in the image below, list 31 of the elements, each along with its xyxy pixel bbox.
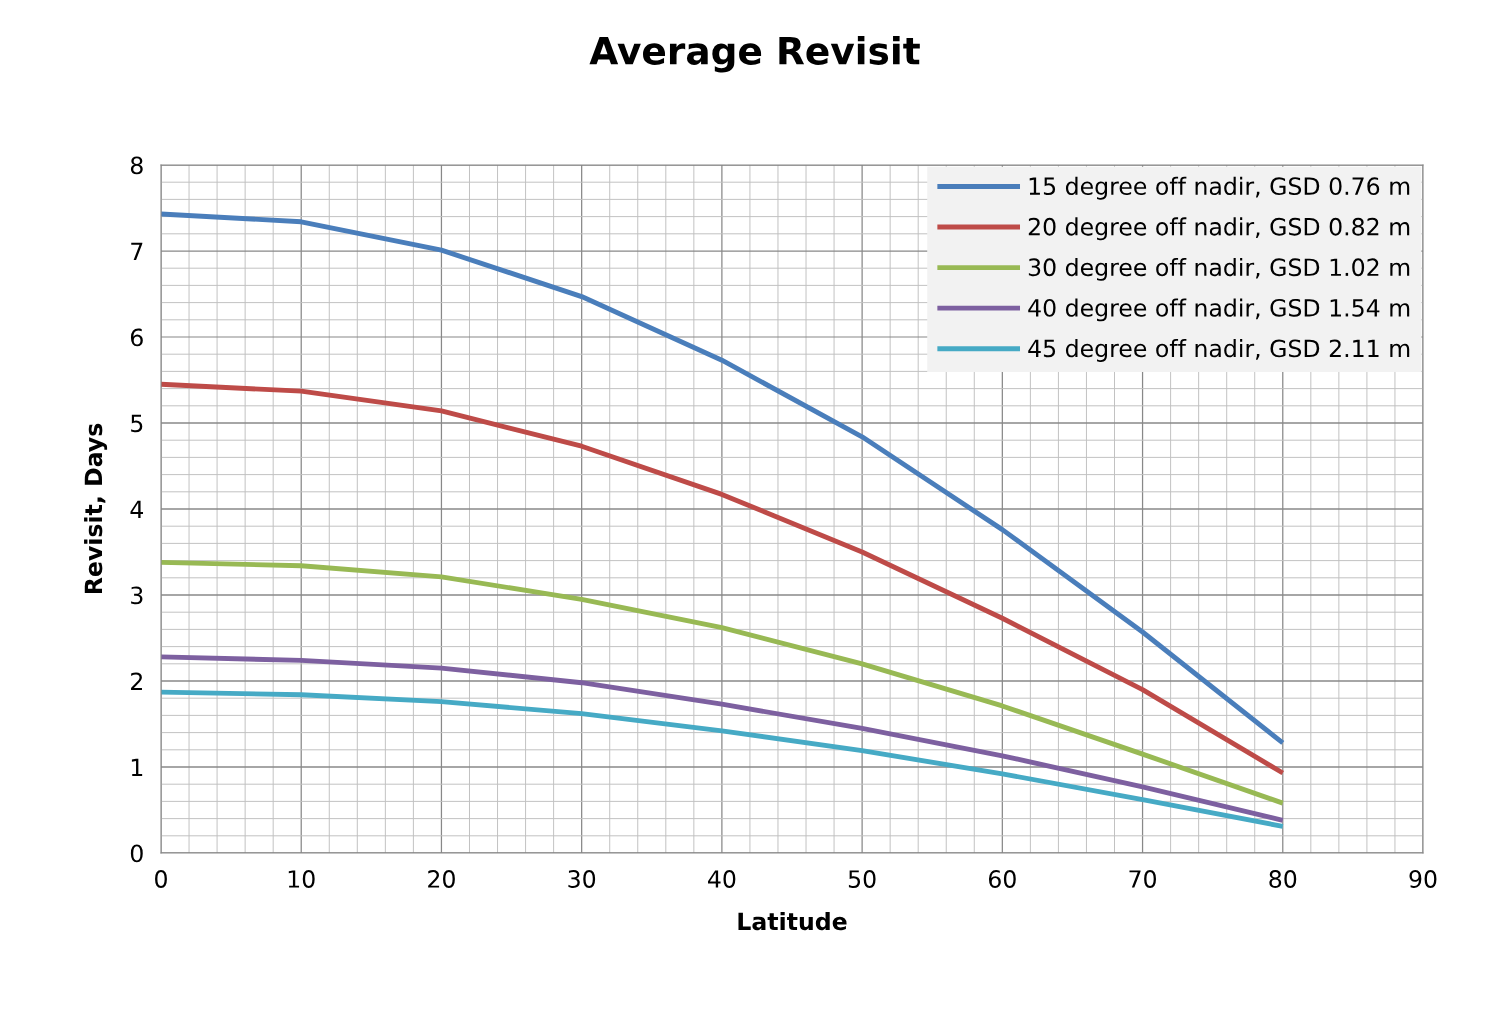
- y-tick-label: 8: [130, 156, 143, 175]
- x-axis-title: Latitude: [738, 911, 847, 931]
- legend-label: 20 degree off nadir, GSD 0.82 m: [1028, 217, 1410, 241]
- x-tick-label: 80: [1269, 870, 1297, 888]
- y-tick-label: 6: [130, 328, 143, 347]
- x-tick-label: 50: [848, 870, 876, 888]
- legend-label: 15 degree off nadir, GSD 0.76 m: [1029, 176, 1410, 200]
- y-tick-label: 5: [131, 414, 143, 433]
- x-tick-label: 30: [568, 870, 596, 888]
- y-tick-label: 4: [130, 500, 144, 518]
- y-tick-label: 2: [131, 672, 142, 690]
- legend-label: 40 degree off nadir, GSD 1.54 m: [1028, 298, 1410, 322]
- x-tick-label: 0: [155, 870, 167, 888]
- y-tick-label: 1: [131, 758, 143, 776]
- y-axis-title: Revisit, Days: [84, 423, 108, 594]
- x-tick-label: 10: [288, 870, 315, 888]
- line-series: [161, 381, 1286, 776]
- line-series: [161, 654, 1286, 823]
- y-tick-label: 7: [131, 242, 143, 260]
- x-tick-label: 20: [428, 870, 455, 888]
- chart-title: Average Revisit: [589, 35, 920, 73]
- legend-label: 45 degree off nadir, GSD 2.11 m: [1028, 339, 1410, 362]
- x-tick-label: 90: [1409, 870, 1437, 888]
- x-tick-label: 40: [708, 870, 736, 888]
- line-series: [161, 559, 1286, 806]
- x-tick-label: 60: [988, 870, 1016, 888]
- y-tick-label: 0: [130, 844, 143, 863]
- legend-label: 30 degree off nadir, GSD 1.02 m: [1028, 257, 1410, 281]
- line-series: [161, 689, 1286, 829]
- x-tick-label: 70: [1129, 870, 1157, 888]
- y-tick-label: 3: [131, 586, 143, 605]
